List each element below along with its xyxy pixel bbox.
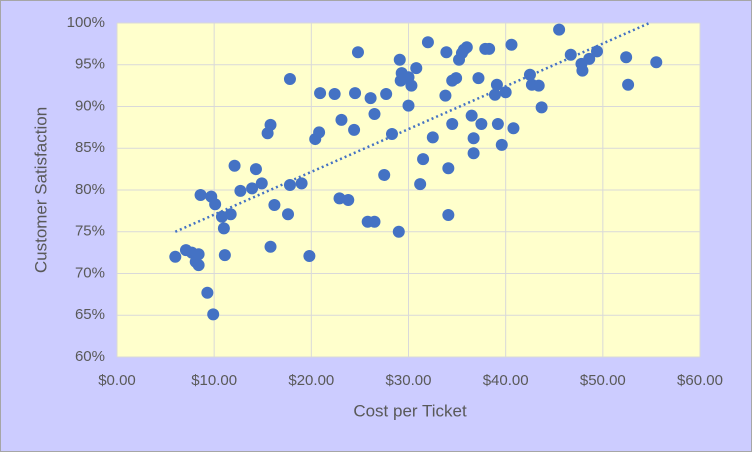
y-tick-label: 85%	[75, 139, 105, 156]
x-tick-label: $60.00	[677, 372, 723, 389]
point	[442, 209, 455, 222]
point	[499, 86, 512, 99]
point	[426, 131, 439, 144]
point	[209, 198, 222, 211]
point	[364, 92, 377, 105]
point	[303, 249, 316, 262]
point	[228, 159, 241, 172]
point	[488, 88, 501, 101]
x-axis-title: Cost per Ticket	[353, 401, 467, 420]
point	[349, 87, 362, 100]
point	[380, 87, 393, 100]
point	[328, 87, 341, 100]
point	[467, 147, 480, 160]
point	[268, 199, 281, 212]
point	[440, 46, 453, 59]
point	[491, 118, 504, 131]
point	[446, 118, 459, 131]
point	[410, 62, 423, 75]
point	[532, 79, 545, 92]
point	[475, 118, 488, 131]
point	[207, 308, 220, 321]
point	[523, 68, 536, 81]
point	[169, 250, 182, 263]
point	[348, 123, 361, 136]
point	[218, 249, 231, 262]
point	[495, 138, 508, 151]
point	[393, 53, 406, 66]
point	[505, 38, 518, 51]
point	[264, 240, 277, 253]
point	[465, 109, 478, 122]
point	[249, 163, 262, 176]
point	[283, 178, 296, 191]
point	[282, 208, 295, 221]
y-tick-label: 75%	[75, 223, 105, 240]
point	[421, 36, 434, 49]
y-tick-label: 100%	[67, 14, 105, 31]
point	[192, 259, 205, 272]
y-axis-title: Customer Satisfaction	[31, 107, 50, 273]
trendline	[174, 21, 650, 233]
x-tick-label: $10.00	[191, 372, 237, 389]
point	[314, 87, 327, 100]
x-tick-label: $20.00	[288, 372, 334, 389]
point	[335, 113, 348, 126]
point	[368, 215, 381, 228]
point	[460, 41, 473, 54]
point	[201, 286, 214, 299]
y-tick-label: 90%	[75, 97, 105, 114]
point	[450, 72, 463, 85]
point	[414, 178, 427, 191]
point	[439, 89, 452, 102]
point	[283, 72, 296, 85]
y-tick-label: 70%	[75, 264, 105, 281]
point	[483, 42, 496, 55]
point	[583, 52, 596, 65]
point	[620, 51, 633, 64]
point	[442, 162, 455, 175]
point	[591, 45, 604, 58]
point	[507, 122, 520, 135]
point	[264, 118, 277, 131]
y-tick-label: 80%	[75, 181, 105, 198]
point	[417, 153, 430, 166]
point	[553, 23, 566, 36]
point	[402, 99, 415, 112]
point	[564, 48, 577, 61]
y-tick-label: 60%	[75, 348, 105, 365]
point	[295, 177, 308, 190]
point	[535, 101, 548, 114]
point	[217, 222, 230, 235]
y-tick-label: 65%	[75, 306, 105, 323]
point	[246, 182, 259, 195]
x-tick-label: $0.00	[98, 372, 136, 389]
point	[351, 46, 364, 59]
point	[392, 225, 405, 238]
point	[224, 208, 237, 221]
point	[313, 126, 326, 139]
point	[192, 248, 205, 261]
point	[378, 168, 391, 181]
point	[234, 184, 247, 197]
point	[650, 56, 663, 69]
point	[467, 132, 480, 145]
point	[255, 177, 268, 190]
x-tick-label: $30.00	[386, 372, 432, 389]
y-tick-label: 95%	[75, 56, 105, 73]
point	[368, 108, 381, 121]
x-tick-label: $50.00	[580, 372, 626, 389]
point	[622, 78, 635, 91]
point	[342, 194, 355, 207]
point	[385, 128, 398, 141]
point	[576, 64, 589, 77]
x-tick-label: $40.00	[483, 372, 529, 389]
point	[194, 189, 207, 202]
point	[472, 72, 485, 85]
point	[405, 79, 418, 92]
